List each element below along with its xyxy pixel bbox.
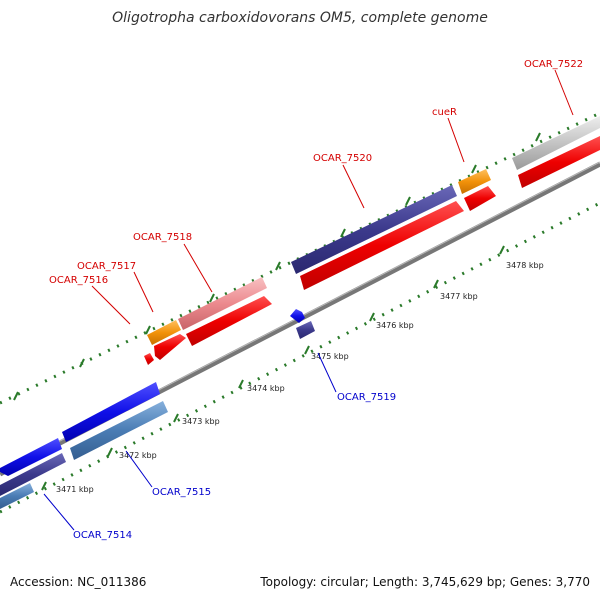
major-tick xyxy=(304,345,310,355)
leader-line xyxy=(342,164,365,209)
gene-segment-steel xyxy=(70,401,168,460)
reverse-tick-track xyxy=(0,201,600,514)
tick-label: 3471 kbp xyxy=(56,485,94,494)
major-tick xyxy=(405,196,411,206)
accession-text: Accession: NC_011386 xyxy=(10,575,147,589)
gene-label-forward: OCAR_7517 xyxy=(77,261,136,272)
gene-segment-orange xyxy=(458,169,491,194)
gene-label-forward: OCAR_7522 xyxy=(524,59,583,70)
leader-line xyxy=(133,271,154,313)
leader-line xyxy=(125,450,153,488)
gene-label-forward: OCAR_7516 xyxy=(49,275,108,286)
forward-cds-band xyxy=(144,136,600,365)
tick-label: 3474 kbp xyxy=(247,384,285,393)
leader-line xyxy=(317,352,337,393)
cds-arrow xyxy=(518,136,600,188)
tick-label: 3473 kbp xyxy=(182,417,220,426)
leader-line xyxy=(43,493,75,531)
gene-segment-grey xyxy=(512,116,600,170)
gene-label-forward: OCAR_7520 xyxy=(313,153,372,164)
cds-arrow xyxy=(154,334,186,360)
major-tick xyxy=(173,413,179,423)
major-tick xyxy=(209,293,215,303)
tick-label: 3472 kbp xyxy=(119,451,157,460)
major-tick xyxy=(79,358,85,368)
map-title: Oligotropha carboxidovorans OM5, complet… xyxy=(112,10,488,26)
gene-label-reverse: OCAR_7514 xyxy=(73,530,132,541)
gene-segment-blue xyxy=(62,382,160,442)
gene-segment-navy xyxy=(291,185,457,274)
leader-line xyxy=(91,285,131,325)
forward-leader-lines xyxy=(91,69,574,325)
forward-gene-band xyxy=(147,116,600,345)
major-tick xyxy=(433,279,439,289)
forward-major-ticks xyxy=(13,132,541,401)
tick-label: 3478 kbp xyxy=(506,261,544,270)
gene-segment-blue xyxy=(290,309,305,323)
gene-segment-steel xyxy=(0,483,34,509)
leader-line xyxy=(447,117,465,163)
major-tick xyxy=(275,261,281,271)
forward-gene-labels: OCAR_7516 OCAR_7517 OCAR_7518 OCAR_7520 … xyxy=(49,59,583,286)
major-ticks xyxy=(41,245,505,491)
cds-arrow xyxy=(464,186,496,211)
cds-arrow xyxy=(144,353,154,365)
gene-label-forward: OCAR_7518 xyxy=(133,232,192,243)
reverse-gene-labels: OCAR_7514 OCAR_7515 OCAR_7519 xyxy=(73,392,396,541)
forward-tick-track xyxy=(0,111,600,405)
tick-label: 3475 kbp xyxy=(311,352,349,361)
gene-segment-orange xyxy=(147,320,181,345)
gene-label-reverse: OCAR_7519 xyxy=(337,392,396,403)
gene-segment-navy xyxy=(296,321,315,339)
cds-arrow xyxy=(300,201,464,290)
genome-summary-text: Topology: circular; Length: 3,745,629 bp… xyxy=(260,575,590,589)
major-tick xyxy=(369,312,375,322)
reverse-leader-lines xyxy=(43,352,337,531)
gene-label-forward: cueR xyxy=(432,107,457,118)
gene-segment-navy xyxy=(0,453,66,496)
scale-labels: 3471 kbp 3472 kbp 3473 kbp 3474 kbp 3475… xyxy=(56,261,544,494)
gene-segment-blue xyxy=(0,438,62,476)
major-tick xyxy=(499,245,505,255)
tick-label: 3476 kbp xyxy=(376,321,414,330)
tick-label: 3477 kbp xyxy=(440,292,478,301)
major-tick xyxy=(238,379,244,389)
leader-line xyxy=(183,243,213,293)
major-tick xyxy=(107,447,113,457)
reverse-gene-band xyxy=(0,309,315,509)
gene-segment-pink xyxy=(178,277,267,330)
cds-arrow xyxy=(186,296,272,346)
gene-label-reverse: OCAR_7515 xyxy=(152,487,211,498)
major-tick xyxy=(340,228,346,238)
leader-line xyxy=(554,69,574,116)
major-tick xyxy=(471,164,477,174)
major-tick xyxy=(145,325,151,335)
major-tick xyxy=(535,132,541,142)
major-tick xyxy=(13,391,19,401)
major-tick xyxy=(41,481,47,491)
